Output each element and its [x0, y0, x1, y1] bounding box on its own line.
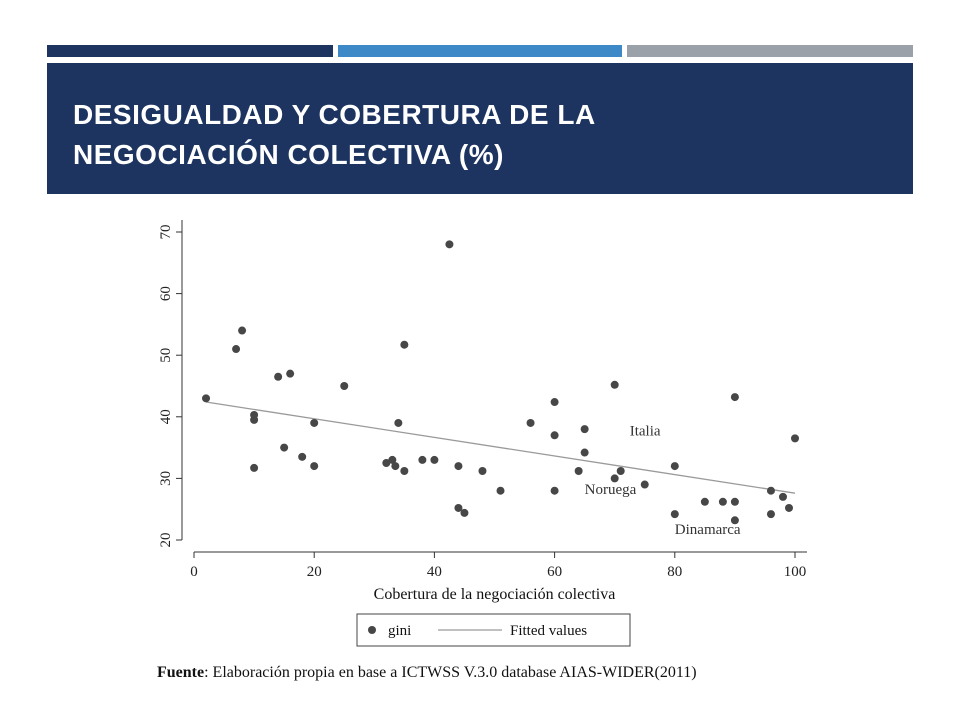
x-tick-label: 0: [190, 564, 198, 580]
gini-point: [202, 394, 211, 403]
gini-point: [670, 462, 679, 471]
title-band: DESIGUALDAD Y COBERTURA DE LA NEGOCIACIÓ…: [47, 63, 913, 194]
gini-point: [700, 497, 709, 506]
gini-point: [460, 508, 469, 517]
y-tick-label: 30: [158, 471, 174, 486]
y-tick-label: 60: [158, 286, 174, 301]
source-label: Fuente: [157, 664, 205, 681]
gini-point: [250, 463, 259, 472]
gini-point: [430, 455, 439, 464]
gini-point: [298, 452, 307, 461]
source-text: : Elaboración propia en base a ICTWSS V.…: [204, 664, 697, 681]
gini-point: [400, 340, 409, 349]
country-annotation: Italia: [630, 423, 661, 439]
source-note: Fuente: Elaboración propia en base a ICT…: [157, 664, 697, 682]
slide-title: DESIGUALDAD Y COBERTURA DE LA NEGOCIACIÓ…: [73, 99, 596, 170]
legend-fitted-label: Fitted values: [510, 623, 587, 639]
gini-point: [274, 372, 283, 381]
gini-point: [388, 455, 397, 464]
x-tick-label: 20: [307, 564, 322, 580]
gini-point: [580, 448, 589, 457]
gini-point: [791, 434, 799, 443]
x-tick-label: 100: [784, 564, 807, 580]
gini-point: [445, 240, 454, 249]
gini-point: [454, 462, 463, 471]
gini-point: [550, 398, 559, 407]
gini-point: [610, 474, 619, 483]
gini-point: [670, 510, 679, 519]
gini-point: [718, 497, 727, 506]
accent-bar-gray: [627, 45, 913, 57]
gini-point: [610, 380, 619, 389]
gini-point: [250, 415, 259, 424]
gini-point: [550, 431, 559, 440]
gini-point: [382, 459, 391, 467]
accent-bar-blue: [338, 45, 622, 57]
gini-point: [730, 497, 739, 506]
fitted-values-line: [205, 401, 796, 494]
gini-point: [616, 467, 625, 476]
gini-point: [574, 467, 583, 476]
gini-point: [580, 425, 589, 434]
gini-point: [310, 418, 319, 427]
gini-point: [391, 462, 400, 471]
gini-point: [238, 326, 247, 335]
legend-gini-marker: [368, 626, 376, 634]
gini-point: [340, 382, 349, 390]
x-axis-title: Cobertura de la negociación colectiva: [374, 586, 616, 603]
country-annotation: Noruega: [585, 482, 637, 498]
gini-point: [286, 369, 295, 378]
x-tick-label: 60: [547, 564, 562, 580]
gini-point: [478, 467, 487, 476]
gini-point: [400, 467, 409, 476]
y-tick-label: 40: [158, 409, 174, 424]
gini-point: [496, 486, 505, 495]
gini-point: [418, 455, 427, 464]
gini-point: [766, 486, 775, 495]
x-tick-label: 40: [427, 564, 442, 580]
y-tick-label: 50: [158, 348, 174, 363]
chart-legend: gini Fitted values: [356, 613, 631, 647]
country-annotation: Dinamarca: [675, 522, 741, 538]
gini-point: [778, 492, 787, 501]
legend-gini-label: gini: [388, 623, 411, 639]
y-tick-label: 70: [158, 225, 174, 240]
gini-point: [526, 418, 535, 427]
gini-point: [280, 443, 289, 452]
gini-point: [730, 516, 739, 525]
gini-point: [232, 345, 241, 354]
gini-point: [454, 503, 463, 512]
gini-point: [766, 510, 775, 519]
gini-point: [640, 480, 649, 489]
gini-point: [394, 418, 403, 427]
gini-point: [730, 393, 739, 402]
accent-bar-navy: [47, 45, 333, 57]
x-tick-label: 80: [667, 564, 682, 580]
y-tick-label: 20: [158, 533, 174, 548]
gini-point: [310, 462, 319, 471]
gini-point: [550, 486, 559, 495]
gini-point: [784, 503, 793, 512]
